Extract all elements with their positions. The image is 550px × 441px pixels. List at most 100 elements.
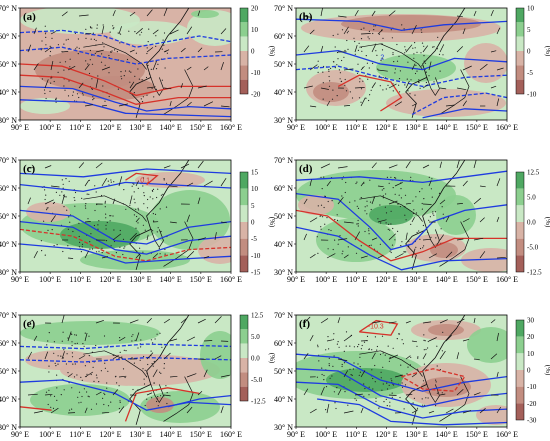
lat-label: 40° N <box>274 240 293 249</box>
colorbar-tick-label: -10 <box>251 69 261 77</box>
colorbar-segment <box>240 79 248 94</box>
lon-label: 140° E <box>436 275 458 284</box>
colorbar-segment <box>516 51 524 66</box>
contour-line <box>20 356 231 363</box>
colorbar-segment <box>516 79 524 94</box>
colorbar-tick-label: -20 <box>251 91 261 99</box>
contour-line <box>125 172 159 186</box>
colorbar-segment <box>240 238 248 256</box>
colorbar-frame <box>239 314 249 402</box>
lat-label: 40° N <box>0 395 17 404</box>
lon-label: 160° E <box>220 275 242 284</box>
lon-label: 100° E <box>39 430 61 439</box>
contour-label: 0.1 <box>140 177 150 184</box>
colorbar-frame <box>239 171 249 273</box>
colorbar-tick-label: 12.5 <box>527 169 540 177</box>
lat-label: 50° N <box>274 60 293 69</box>
island-outline <box>439 376 470 422</box>
lat-label: 50° N <box>274 367 293 376</box>
panel-label: (f) <box>299 318 310 330</box>
colorbar: 12.5 5.0 0.0 -5.0 -12.5 (%) <box>515 169 550 277</box>
colorbar-segment <box>516 205 524 222</box>
shading-region <box>146 397 174 413</box>
map-panel: (d) 70° N 60° N 50° N 40° N 30° N90° E 100° E 1… <box>274 156 550 284</box>
colorbar-tick-label: 12.5 <box>251 312 264 320</box>
contour-label: 2 <box>380 55 384 62</box>
colorbar: 10 5 0 -5 -10 (%) <box>515 5 550 99</box>
colorbar-segment <box>516 36 524 51</box>
colorbar-segment <box>240 386 248 401</box>
colorbar-segment <box>240 222 248 239</box>
lon-label: 130° E <box>406 275 428 284</box>
lon-label: 110° E <box>69 430 91 439</box>
contour-line <box>296 368 507 408</box>
coastline <box>405 8 466 118</box>
shading-region <box>26 202 70 222</box>
colorbar-tick-label: 0 <box>251 48 255 56</box>
panel-label: (d) <box>299 163 313 175</box>
lat-label: 40° N <box>274 395 293 404</box>
coastline <box>129 160 190 270</box>
colorbar-segment <box>516 238 524 256</box>
peninsula-outline <box>426 384 440 404</box>
colorbar-segment <box>240 315 248 330</box>
wind-vectors <box>27 8 230 108</box>
contour-line <box>20 46 231 65</box>
wind-vectors <box>303 160 506 259</box>
map-panel: (a) 70° N 60° N 50° N 40° N 30° N90° E 100° E 1… <box>0 4 276 132</box>
wind-vectors <box>27 315 230 414</box>
colorbar-segment <box>516 65 524 80</box>
lat-label: 70° N <box>274 4 293 13</box>
colorbar-unit: (%) <box>268 46 276 57</box>
lon-label: 120° E <box>99 123 121 132</box>
shading-region <box>200 331 231 379</box>
shading-region <box>421 377 471 397</box>
colorbar-segment <box>240 188 248 206</box>
colorbar-tick-label: -12.5 <box>251 398 266 406</box>
colorbar-segment <box>516 336 524 354</box>
map-panel: (e) 70° N 60° N 50° N 40° N 30° N90° E 100° E 1… <box>0 311 276 439</box>
contour-line <box>167 394 231 408</box>
colorbar-tick-label: 15 <box>251 169 259 177</box>
shading-region <box>369 205 413 225</box>
shading-region <box>20 321 160 345</box>
lon-label: 110° E <box>345 123 367 132</box>
colorbar: 20 10 0 -10 -20 (%) <box>239 5 276 99</box>
map-panel: (c) 0.1 70° N 60° N 50° N 40° N 30° N90° E 100°… <box>0 156 276 284</box>
shading-region <box>464 43 507 83</box>
colorbar-tick-label: -10 <box>527 383 537 391</box>
colorbar-segment <box>516 8 524 23</box>
lon-label: 110° E <box>345 275 367 284</box>
colorbar-tick-label: -10 <box>251 252 261 260</box>
lat-label: 60° N <box>274 184 293 193</box>
contour-line <box>411 92 507 115</box>
colorbar-tick-label: 10 <box>251 26 259 34</box>
colorbar-segment <box>516 255 524 272</box>
lat-label: 70° N <box>0 4 17 13</box>
map-panel: (b) 2 70° N 60° N 50° N 40° N 30° N90° E 100° E… <box>274 4 550 132</box>
contour-line <box>296 381 507 419</box>
lon-label: 160° E <box>496 123 518 132</box>
lat-label: 30° N <box>0 423 17 432</box>
colorbar-segment <box>240 8 248 23</box>
colorbar: 15 10 5 0 -5 -10 -15 (%) <box>239 169 276 277</box>
lon-label: 160° E <box>496 275 518 284</box>
lon-label: 140° E <box>436 430 458 439</box>
coastline <box>405 315 466 425</box>
contour-line <box>20 228 231 262</box>
lon-label: 130° E <box>130 123 152 132</box>
contour-line <box>296 170 507 184</box>
contour-line <box>20 99 231 118</box>
lat-label: 60° N <box>274 339 293 348</box>
lon-label: 100° E <box>315 123 337 132</box>
colorbar-unit: (%) <box>544 217 550 228</box>
lon-label: 90° E <box>287 430 305 439</box>
lon-label: 120° E <box>99 430 121 439</box>
significance-dots <box>317 24 444 103</box>
contour-line <box>20 220 231 255</box>
colorbar-tick-label: -5.0 <box>527 244 539 252</box>
colorbar-tick-label: 10 <box>527 350 535 358</box>
colorbar-tick-label: -30 <box>527 417 537 425</box>
colorbar-unit: (%) <box>544 365 550 376</box>
lat-label: 30° N <box>0 268 17 277</box>
